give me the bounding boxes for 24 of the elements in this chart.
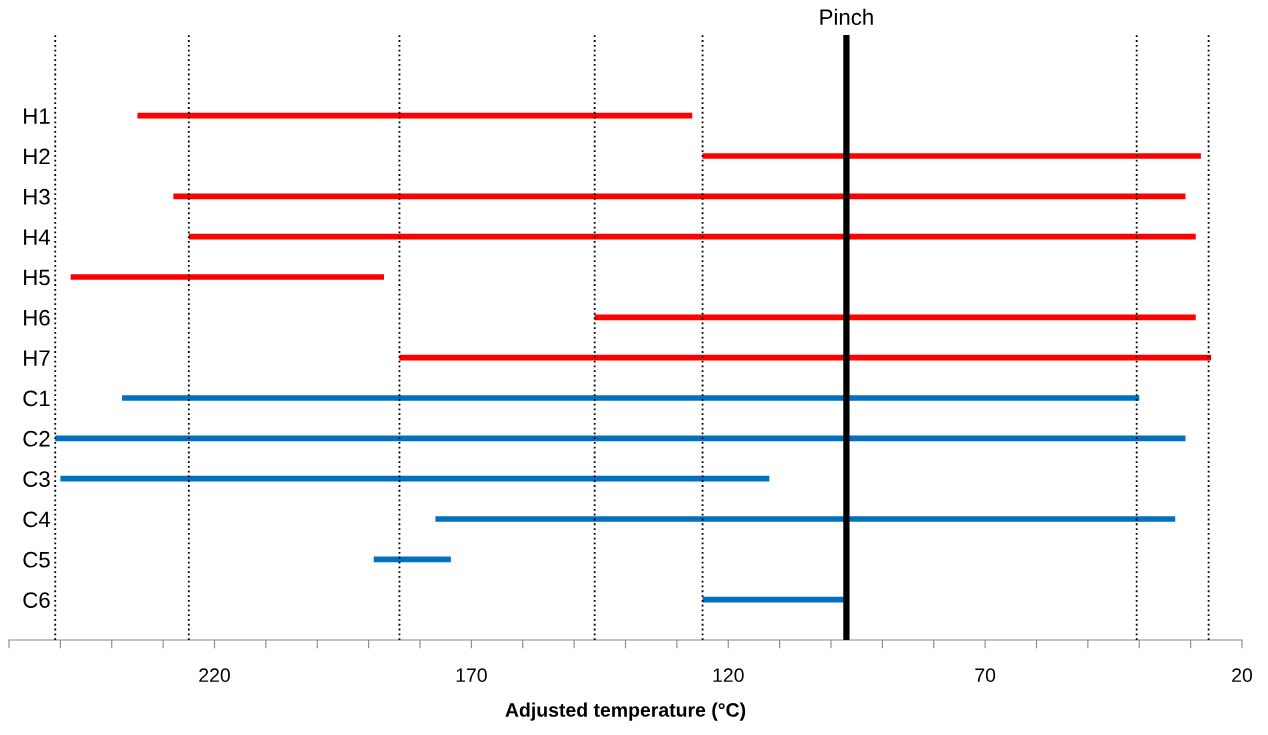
y-tick-label: H4 xyxy=(24,229,51,245)
y-tick-label: H7 xyxy=(24,350,50,366)
x-tick-label: 220 xyxy=(199,668,230,683)
y-tick-label: H2 xyxy=(24,148,50,165)
y-tick-label: C6 xyxy=(23,592,50,608)
x-tick-label: 170 xyxy=(456,668,487,683)
y-tick-label: H6 xyxy=(24,309,50,326)
bar xyxy=(122,395,1140,401)
y-tick-label: C5 xyxy=(23,551,50,568)
bar xyxy=(702,153,1201,159)
y-tick-label: C1 xyxy=(23,390,50,407)
x-tick-label: 120 xyxy=(713,668,744,683)
bar xyxy=(435,516,1176,522)
y-tick-label: H1 xyxy=(24,108,50,124)
y-tick-label: H5 xyxy=(24,269,50,286)
bar xyxy=(70,274,385,280)
y-tick-label: H3 xyxy=(24,188,50,205)
y-tick-label: C3 xyxy=(23,471,50,487)
x-axis-title: Adjusted temperature (°C) xyxy=(505,702,746,721)
y-tick-label: C2 xyxy=(23,430,50,447)
ref-line-label: Pinch xyxy=(820,8,873,26)
x-tick-label: 20 xyxy=(1232,668,1253,683)
y-tick-label: C4 xyxy=(23,511,51,528)
x-tick-label: 70 xyxy=(975,668,996,683)
